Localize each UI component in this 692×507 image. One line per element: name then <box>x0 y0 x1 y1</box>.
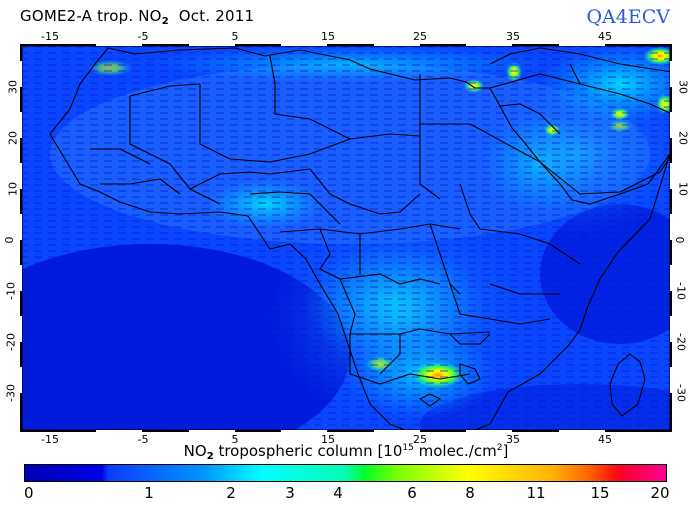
label-subscript: 2 <box>206 451 214 462</box>
lon-tick-bottom: -5 <box>137 433 149 446</box>
colorbar-label: NO2 tropospheric column [1015 molec./cm2… <box>0 442 692 462</box>
lon-tick-top: 15 <box>321 30 335 43</box>
country-borders <box>49 47 672 432</box>
label-text: ] <box>502 442 509 460</box>
lon-tick-top: 5 <box>231 30 239 43</box>
lon-tick-top: 45 <box>598 30 612 43</box>
map-title: GOME2-A trop. NO2 Oct. 2011 <box>20 7 254 27</box>
colorbar-tick: 15 <box>590 484 610 502</box>
colorbar-tick: 8 <box>465 484 475 502</box>
colorbar-tick: 20 <box>650 484 670 502</box>
lon-tick-bottom: 45 <box>598 433 612 446</box>
lon-tick-bottom: 15 <box>321 433 335 446</box>
lat-tick-right: 10 <box>676 182 690 196</box>
graticule-frame-segments <box>20 44 672 432</box>
lat-tick-left: 30 <box>6 80 20 94</box>
lat-tick-left: -10 <box>4 282 18 300</box>
lon-tick-bottom: 25 <box>413 433 427 446</box>
lon-tick-top: 25 <box>413 30 427 43</box>
title-subscript: 2 <box>161 16 169 27</box>
colorbar-tick: 4 <box>333 484 343 502</box>
label-text: molec./cm <box>413 442 497 460</box>
colorbar <box>24 464 667 482</box>
lat-tick-left: 0 <box>3 236 16 244</box>
label-text: tropospheric column [10 <box>213 442 403 460</box>
colorbar-tick: 6 <box>407 484 417 502</box>
lon-tick-bottom: 5 <box>231 433 239 446</box>
lon-tick-bottom: 35 <box>506 433 520 446</box>
colorbar-tick: 3 <box>285 484 295 502</box>
lat-tick-right: 20 <box>676 131 690 145</box>
lat-tick-left: 10 <box>6 182 20 196</box>
colorbar-tick: 11 <box>526 484 546 502</box>
colorbar-tick: 1 <box>144 484 154 502</box>
no2-map <box>20 44 672 432</box>
label-text: NO <box>183 442 207 460</box>
lat-tick-right: 0 <box>673 236 686 244</box>
colorbar-tick: 2 <box>226 484 236 502</box>
lon-tick-top: -15 <box>41 30 59 43</box>
lon-tick-top: 35 <box>506 30 520 43</box>
label-superscript: 2 <box>496 443 503 453</box>
lon-tick-top: -5 <box>137 30 149 43</box>
lat-tick-right: 30 <box>676 80 690 94</box>
lon-tick-bottom: -15 <box>41 433 59 446</box>
title-date: Oct. 2011 <box>178 7 255 25</box>
lat-tick-left: -20 <box>4 333 18 351</box>
brand-logo: QA4ECV <box>586 6 670 28</box>
label-superscript: 15 <box>402 443 414 453</box>
lat-tick-right: -10 <box>674 282 688 300</box>
title-text: GOME2-A trop. NO <box>20 7 162 25</box>
lat-tick-left: -30 <box>4 384 18 402</box>
colorbar-tick: 0 <box>24 484 34 502</box>
lat-tick-right: -30 <box>674 384 688 402</box>
lat-tick-left: 20 <box>6 131 20 145</box>
lat-tick-right: -20 <box>674 333 688 351</box>
